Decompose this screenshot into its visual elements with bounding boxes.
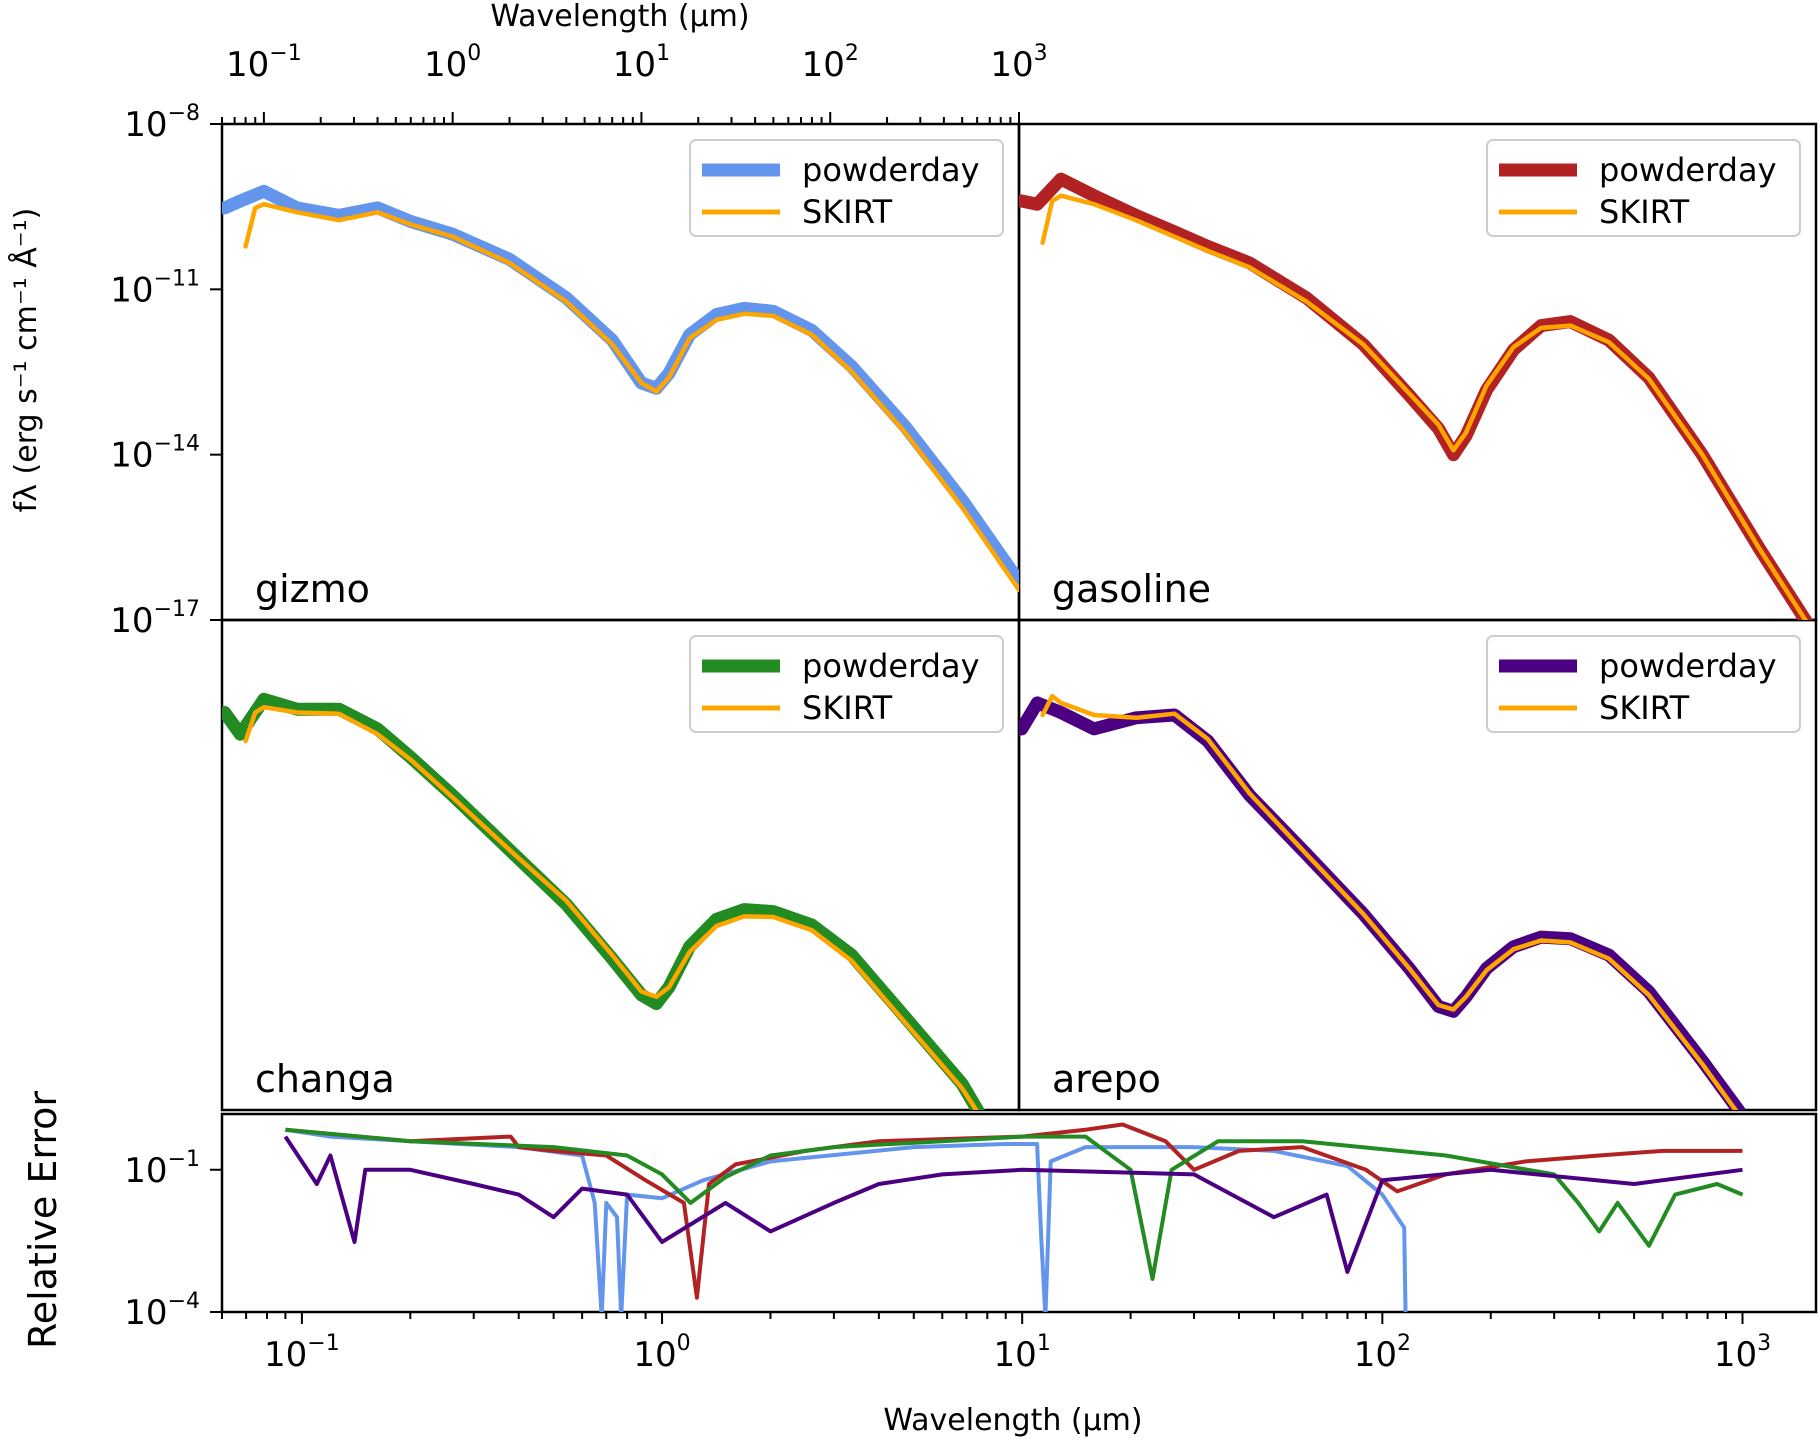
- error-panel-frame: [220, 1112, 1818, 1314]
- bottom-tick-label: 101: [994, 1331, 1051, 1375]
- bottom-axis-title: Wavelength (μm): [883, 1403, 1142, 1438]
- flux-tick-label: 10−11: [110, 266, 200, 310]
- skirt-line-gizmo: [243, 201, 1019, 593]
- legend-label-skirt: SKIRT: [802, 193, 893, 231]
- flux-axis-title: fλ (erg s⁻¹ cm⁻¹ Å⁻¹): [8, 208, 44, 513]
- error-tick-label: 10−1: [124, 1147, 200, 1191]
- skirt-line-changa: [243, 704, 979, 1110]
- legend-label-skirt: SKIRT: [802, 689, 893, 727]
- legend-gasoline: powderday SKIRT: [1486, 139, 1801, 237]
- top-axis-title: Wavelength (μm): [490, 0, 749, 34]
- panel-label-gasoline: gasoline: [1052, 567, 1211, 611]
- error-line-gizmo: [285, 1127, 1408, 1312]
- top-tick-label: 10−1: [226, 41, 302, 85]
- legend-label-powderday: powderday: [802, 151, 980, 189]
- panel-label-changa: changa: [255, 1057, 395, 1101]
- bottom-tick-label: 102: [1354, 1331, 1411, 1375]
- error-line-arepo: [283, 1135, 1743, 1274]
- legend-label-powderday: powderday: [802, 647, 980, 685]
- legend-label-powderday: powderday: [1599, 647, 1777, 685]
- error-line-changa: [285, 1127, 1744, 1281]
- legend-label-powderday: powderday: [1599, 151, 1777, 189]
- flux-tick-label: 10−14: [110, 432, 200, 476]
- powderday-line-gizmo: [222, 184, 1019, 588]
- legend-gizmo: powderday SKIRT: [689, 139, 1004, 237]
- legend-label-skirt: SKIRT: [1599, 689, 1690, 727]
- error-tick-label: 10−4: [124, 1289, 200, 1333]
- legend-arepo: powderday SKIRT: [1486, 635, 1801, 733]
- top-tick-label: 102: [802, 41, 859, 85]
- panel-label-gizmo: gizmo: [255, 567, 370, 611]
- panel-frame-arepo: [1017, 618, 1818, 1112]
- skirt-line-arepo: [1040, 693, 1739, 1110]
- top-tick-label: 103: [990, 41, 1047, 85]
- panel-label-arepo: arepo: [1052, 1057, 1161, 1101]
- flux-tick-label: 10−8: [124, 101, 200, 145]
- powderday-line-changa: [222, 692, 985, 1110]
- legend-changa: powderday SKIRT: [689, 635, 1004, 733]
- bottom-tick-label: 10−1: [264, 1331, 340, 1375]
- top-tick-label: 101: [613, 41, 670, 85]
- bottom-tick-label: 103: [1714, 1331, 1771, 1375]
- error-axis-title: Relative Error: [21, 1091, 65, 1349]
- bottom-tick-label: 100: [633, 1331, 690, 1375]
- top-tick-label: 100: [424, 41, 481, 85]
- flux-tick-label: 10−17: [110, 597, 200, 641]
- skirt-line-gasoline: [1040, 193, 1808, 620]
- legend-label-skirt: SKIRT: [1599, 193, 1690, 231]
- error-line-gasoline: [285, 1122, 1743, 1300]
